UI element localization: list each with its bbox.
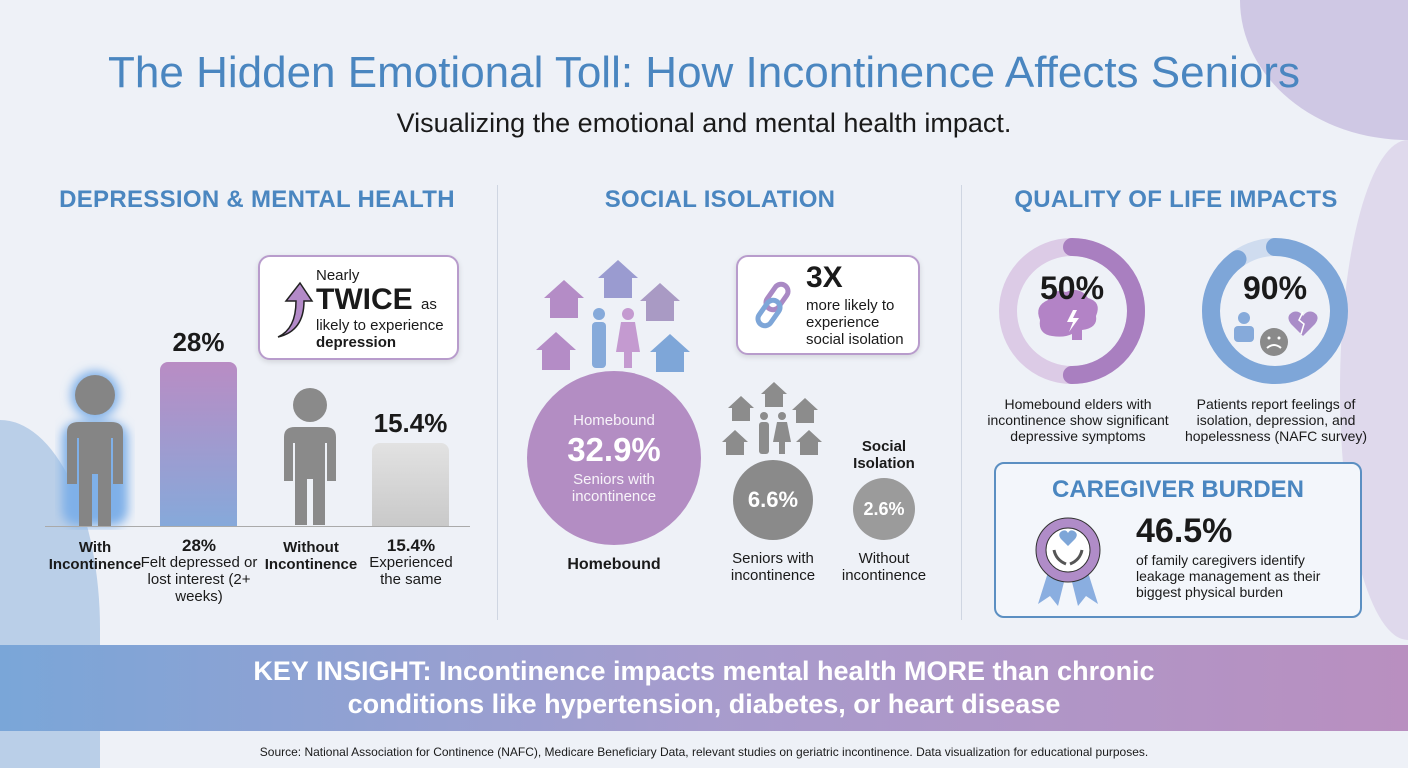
houses-people-icon <box>536 260 690 372</box>
person-without-incontinence-icon <box>284 388 336 525</box>
callout-line: depression <box>316 334 397 351</box>
section-heading-social: SOCIAL ISOLATION <box>604 186 836 213</box>
group-label: With Incontinence <box>48 539 142 573</box>
key-insight-banner: KEY INSIGHT: Incontinence impacts mental… <box>0 645 1408 731</box>
isolation-with-circle: 6.6% <box>733 460 813 540</box>
isolation-without-caption: Without incontinence <box>841 550 927 584</box>
donut-value: 50% <box>1039 270 1105 306</box>
homebound-circle: Homebound 32.9% Seniors with incontinenc… <box>527 371 701 545</box>
donut-value: 90% <box>1242 270 1308 306</box>
source-note: Source: National Association for Contine… <box>259 745 1149 759</box>
award-ribbon-icon <box>1035 517 1101 606</box>
bar-value-label: 28% <box>172 327 225 357</box>
page-subtitle: Visualizing the emotional and mental hea… <box>396 108 1012 138</box>
donut-arc <box>1202 238 1348 384</box>
caregiver-burden-card: CAREGIVER BURDEN 46.5% of family caregiv… <box>994 462 1362 618</box>
donut-caption: Patients report feelings of isolation, d… <box>1184 396 1368 444</box>
social-isolation-label: Social Isolation <box>853 438 915 472</box>
group-description: 15.4% Experienced the same <box>369 536 453 588</box>
callout-line: Nearly <box>316 267 360 284</box>
twice-callout: Nearly TWICE as likely to experience dep… <box>258 255 459 360</box>
divider <box>497 185 498 620</box>
chain-link-icon <box>755 281 791 329</box>
section-heading-quality: QUALITY OF LIFE IMPACTS <box>1014 186 1338 213</box>
donut-50 <box>999 238 1145 384</box>
banner-line: conditions like hypertension, diabetes, … <box>347 689 1061 719</box>
group-label: Without Incontinence <box>264 539 358 573</box>
page-title: The Hidden Emotional Toll: How Incontine… <box>108 48 1300 97</box>
bar-without-incontinence <box>372 443 449 526</box>
baseline <box>45 526 470 527</box>
caregiver-heading: CAREGIVER BURDEN <box>1051 476 1305 503</box>
callout-line: likely to experience <box>316 317 444 334</box>
caregiver-text: of family caregivers identify leakage ma… <box>1136 552 1321 600</box>
donut-caption: Homebound elders with incontinence show … <box>987 396 1169 444</box>
caregiver-value: 46.5% <box>1136 512 1233 550</box>
section-heading-depression: DEPRESSION & MENTAL HEALTH <box>59 186 455 213</box>
callout-big: 3X <box>806 261 843 294</box>
donut-arc <box>999 238 1145 384</box>
person-with-incontinence-icon <box>62 371 128 526</box>
callout-text: more likely to experience social isolati… <box>806 297 904 348</box>
bar-with-incontinence <box>160 362 237 526</box>
isolation-with-caption: Seniors with incontinence <box>730 550 816 584</box>
callout-emphasis: TWICE as <box>316 283 437 316</box>
banner-line: KEY INSIGHT: Incontinence impacts mental… <box>253 656 1155 686</box>
isolation-without-circle: 2.6% <box>853 478 915 540</box>
bar-value-label: 15.4% <box>373 408 448 438</box>
donut-90 <box>1202 238 1348 384</box>
group-description: 28% Felt depressed or lost interest (2+ w… <box>140 536 258 605</box>
homebound-caption: Homebound <box>567 556 661 573</box>
arrow-up-icon <box>277 281 314 338</box>
divider <box>961 185 962 620</box>
3x-callout: 3X more likely to experience social isol… <box>736 255 920 355</box>
houses-people-gray-icon <box>722 382 822 455</box>
